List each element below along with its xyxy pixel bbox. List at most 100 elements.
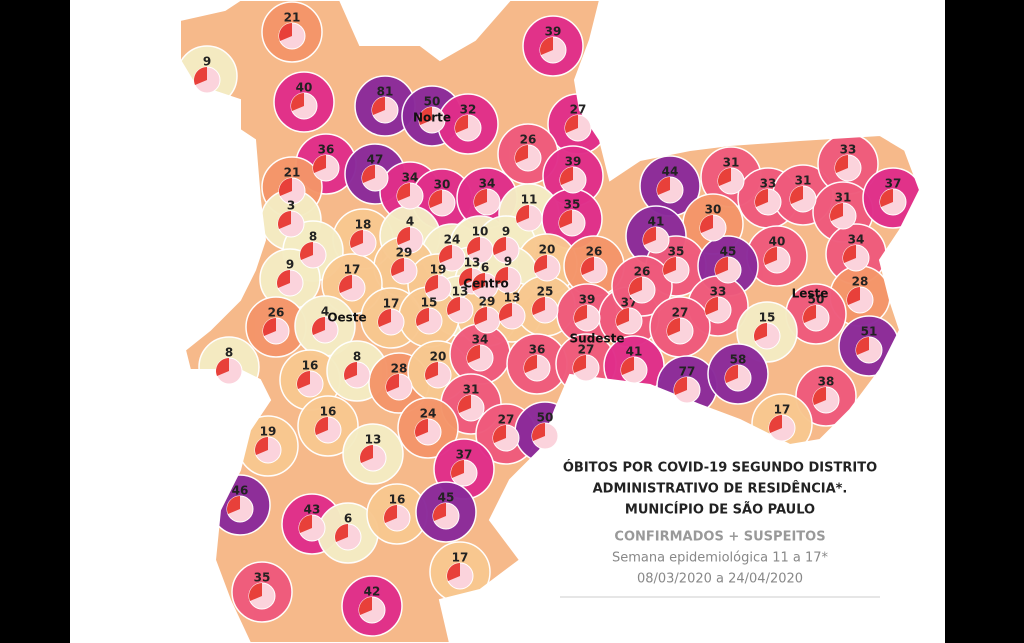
caption-week: Semana epidemiológica 11 a 17*: [612, 551, 829, 566]
district-marker: 58: [724, 353, 752, 392]
district-value: 30: [705, 203, 722, 217]
district-value: 17: [383, 297, 400, 311]
district-marker: 9: [494, 255, 522, 294]
pie-slice: [362, 165, 375, 183]
pie-slice: [763, 247, 777, 265]
district-value: 25: [537, 285, 554, 299]
district-marker: 39: [573, 293, 601, 332]
district-marker: 11: [515, 193, 543, 232]
district-marker: 16: [296, 359, 324, 398]
pie-slice: [769, 415, 782, 433]
district-value: 41: [626, 345, 643, 359]
pie-slice: [451, 460, 464, 478]
pie-slice: [657, 177, 670, 195]
district-marker: 32: [454, 103, 482, 142]
caption: ÓBITOS POR COVID-19 SEGUNDO DISTRITO ADM…: [560, 460, 880, 598]
pie-slice: [291, 93, 304, 111]
pie-slice: [433, 503, 446, 521]
district-value: 19: [430, 263, 447, 277]
district-marker: 3: [277, 199, 305, 238]
pie-slice: [372, 97, 385, 115]
district-marker: 13: [498, 291, 526, 330]
pie-slice: [705, 297, 718, 315]
district-marker: 17: [338, 263, 366, 302]
district-value: 39: [579, 293, 596, 307]
district-value: 27: [672, 306, 689, 320]
district-value: 13: [504, 291, 521, 305]
district-marker: 9: [492, 225, 520, 264]
district-marker: 37: [879, 177, 907, 216]
district-marker: 21: [278, 166, 306, 205]
pie-slice: [532, 297, 545, 315]
district-value: 9: [286, 258, 294, 272]
district-value: 39: [565, 155, 582, 169]
pie-slice: [344, 362, 357, 380]
district-value: 31: [835, 191, 852, 205]
district-marker: 26: [262, 306, 290, 345]
caption-subtitle: CONFIRMADOS + SUSPEITOS: [614, 530, 825, 545]
pie-slice: [494, 267, 508, 285]
pie-slice: [419, 107, 432, 125]
pie-slice: [843, 245, 856, 263]
pie-slice: [753, 323, 767, 341]
district-value: 34: [479, 177, 496, 191]
district-marker: 19: [254, 425, 282, 464]
pie-slice: [396, 183, 410, 201]
pie-slice: [856, 337, 869, 355]
district-marker: 45: [714, 245, 742, 284]
district-marker: 20: [424, 350, 452, 389]
pie-slice: [493, 237, 506, 255]
district-value: 50: [424, 95, 441, 109]
pie-slice: [574, 305, 587, 323]
district-value: 24: [420, 407, 437, 421]
caption-period: 08/03/2020 a 24/04/2020: [637, 572, 803, 587]
district-value: 6: [344, 512, 352, 526]
district-value: 13: [365, 433, 382, 447]
district-value: 24: [444, 233, 461, 247]
district-value: 34: [472, 333, 489, 347]
pie-slice: [415, 419, 428, 437]
pie-slice: [803, 305, 816, 323]
district-marker: 26: [628, 265, 656, 304]
pie-slice: [573, 355, 586, 373]
pie-slice: [315, 417, 328, 435]
district-value: 9: [203, 55, 211, 69]
pie-slice: [299, 515, 312, 533]
district-value: 33: [840, 143, 857, 157]
pie-slice: [194, 67, 207, 85]
district-marker: 45: [432, 491, 460, 530]
pie-slice: [378, 309, 391, 327]
district-value: 33: [710, 285, 727, 299]
district-marker: 35: [558, 198, 586, 237]
pie-slice: [643, 227, 656, 245]
district-value: 10: [472, 225, 489, 239]
pie-slice: [755, 189, 768, 207]
district-marker: 17: [768, 403, 796, 442]
district-value: 6: [481, 261, 489, 275]
district-marker: 31: [829, 191, 857, 230]
district-value: 47: [367, 153, 384, 167]
pie-slice: [425, 275, 438, 293]
pie-slice: [493, 425, 506, 443]
pie-slice: [425, 362, 438, 380]
district-value: 8: [225, 346, 233, 360]
pie-slice: [559, 210, 572, 228]
pie-slice: [790, 186, 803, 204]
pie-slice: [718, 168, 731, 186]
district-value: 29: [396, 246, 413, 260]
district-value: 34: [402, 171, 419, 185]
district-value: 9: [504, 255, 512, 269]
district-value: 35: [564, 198, 581, 212]
pie-slice: [847, 287, 860, 305]
district-marker: 35: [662, 245, 690, 284]
district-value: 27: [570, 103, 587, 117]
pie-slice: [830, 203, 843, 221]
district-value: 34: [848, 233, 865, 247]
district-marker: 8: [299, 230, 327, 269]
district-value: 45: [438, 491, 455, 505]
district-marker: 34: [466, 333, 494, 372]
pie-slice: [447, 297, 460, 315]
district-marker: 18: [349, 218, 377, 257]
district-value: 40: [769, 235, 786, 249]
district-value: 37: [885, 177, 902, 191]
